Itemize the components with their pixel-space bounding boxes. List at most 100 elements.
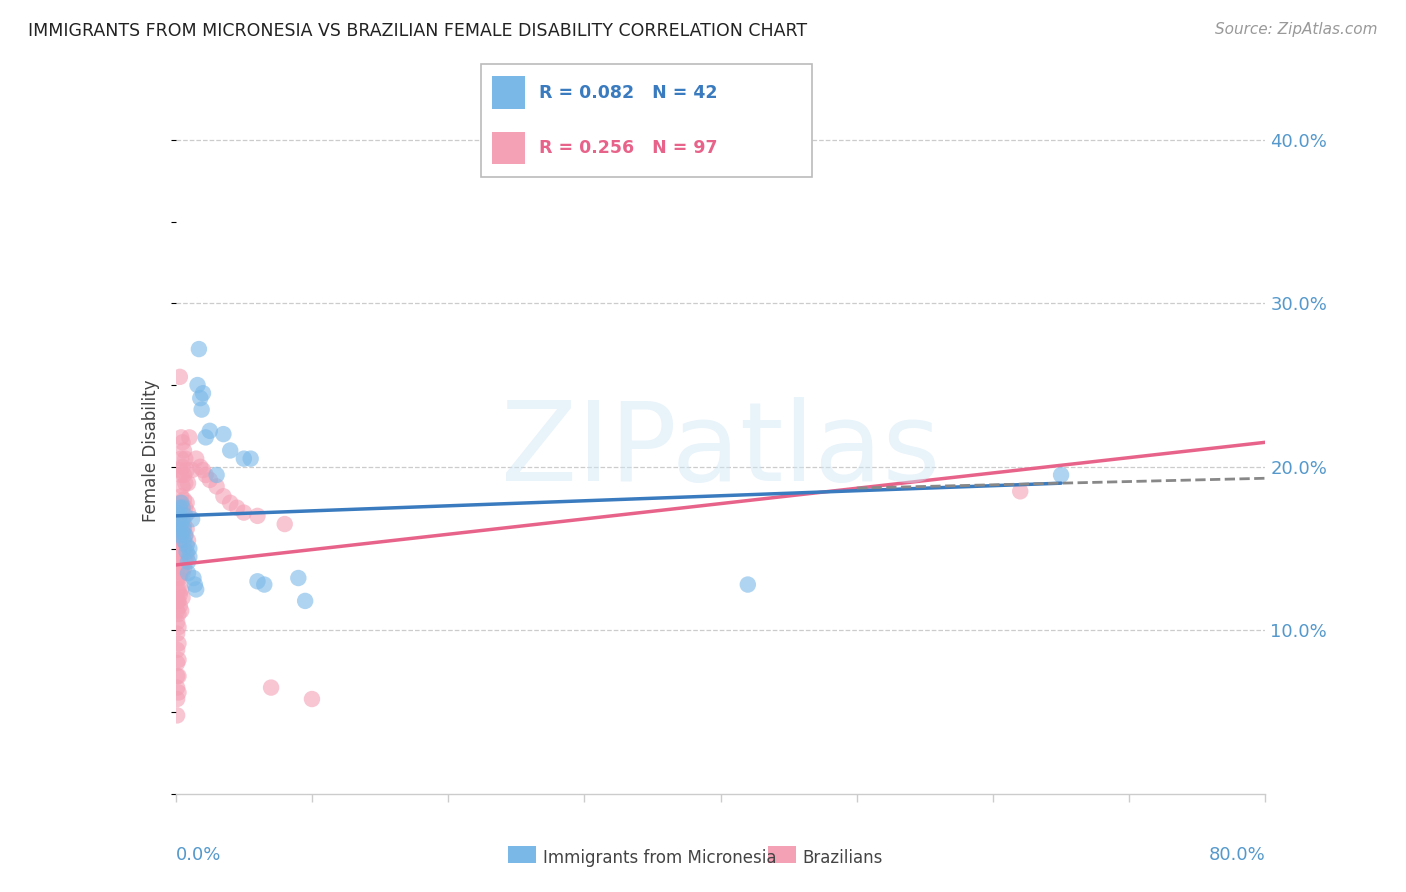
Point bbox=[176, 538, 198, 552]
Point bbox=[174, 451, 197, 466]
Bar bbox=[492, 132, 526, 164]
Point bbox=[169, 599, 191, 613]
Point bbox=[176, 545, 198, 559]
Point bbox=[737, 577, 759, 591]
Point bbox=[167, 607, 190, 621]
Point bbox=[186, 451, 208, 466]
Text: IMMIGRANTS FROM MICRONESIA VS BRAZILIAN FEMALE DISABILITY CORRELATION CHART: IMMIGRANTS FROM MICRONESIA VS BRAZILIAN … bbox=[28, 22, 807, 40]
Point bbox=[191, 386, 214, 401]
Y-axis label: Female Disability: Female Disability bbox=[142, 379, 160, 522]
Point bbox=[172, 512, 194, 526]
Point bbox=[167, 636, 190, 650]
Point bbox=[166, 626, 188, 640]
Point bbox=[169, 522, 191, 536]
Point bbox=[170, 506, 193, 520]
Point bbox=[169, 369, 191, 384]
Point bbox=[166, 708, 188, 723]
Point bbox=[169, 525, 191, 540]
FancyBboxPatch shape bbox=[481, 63, 813, 178]
Bar bbox=[768, 846, 796, 863]
Point bbox=[219, 443, 242, 458]
Point bbox=[232, 451, 254, 466]
Point bbox=[173, 561, 195, 575]
Point bbox=[170, 430, 193, 444]
Point bbox=[188, 459, 211, 474]
Point bbox=[167, 512, 190, 526]
Point bbox=[166, 522, 188, 536]
Point bbox=[239, 451, 262, 466]
Point bbox=[219, 496, 242, 510]
Point bbox=[177, 506, 200, 520]
Bar bbox=[508, 846, 536, 863]
Point bbox=[169, 571, 191, 585]
Text: Immigrants from Micronesia: Immigrants from Micronesia bbox=[543, 849, 776, 867]
Point bbox=[172, 525, 194, 540]
Point bbox=[190, 402, 212, 417]
Point bbox=[188, 391, 211, 405]
Point bbox=[167, 522, 190, 536]
Point bbox=[167, 653, 190, 667]
Point bbox=[198, 473, 221, 487]
Point bbox=[174, 528, 197, 542]
Point bbox=[170, 525, 193, 540]
Point bbox=[181, 463, 204, 477]
Point bbox=[166, 615, 188, 630]
Point bbox=[301, 692, 323, 706]
Point bbox=[167, 620, 190, 634]
Point bbox=[166, 604, 188, 618]
Bar bbox=[492, 77, 526, 109]
Point bbox=[173, 467, 195, 482]
Point bbox=[170, 516, 193, 531]
Point bbox=[246, 574, 269, 589]
Point bbox=[169, 538, 191, 552]
Point bbox=[212, 489, 235, 503]
Point bbox=[176, 496, 198, 510]
Point bbox=[172, 500, 194, 515]
Point bbox=[172, 435, 194, 450]
Point bbox=[167, 685, 190, 699]
Point bbox=[174, 528, 197, 542]
Point bbox=[194, 430, 217, 444]
Point bbox=[246, 508, 269, 523]
Point bbox=[226, 500, 249, 515]
Point bbox=[174, 555, 197, 569]
Point bbox=[170, 582, 193, 597]
Point bbox=[177, 476, 200, 491]
Point bbox=[183, 571, 205, 585]
Point bbox=[194, 467, 217, 482]
Text: R = 0.082   N = 42: R = 0.082 N = 42 bbox=[538, 84, 717, 102]
Point bbox=[170, 451, 193, 466]
Text: 80.0%: 80.0% bbox=[1209, 847, 1265, 864]
Point bbox=[172, 545, 194, 559]
Point bbox=[166, 558, 188, 572]
Point bbox=[167, 533, 190, 548]
Point bbox=[184, 577, 207, 591]
Point bbox=[167, 508, 190, 523]
Point bbox=[176, 522, 198, 536]
Point bbox=[166, 506, 188, 520]
Point bbox=[172, 591, 194, 605]
Point bbox=[170, 467, 193, 482]
Point bbox=[170, 604, 193, 618]
Point bbox=[172, 459, 194, 474]
Point bbox=[173, 522, 195, 536]
Point bbox=[169, 555, 191, 569]
Point bbox=[177, 555, 200, 569]
Point bbox=[1050, 467, 1073, 482]
Point bbox=[172, 500, 194, 515]
Point bbox=[173, 443, 195, 458]
Point bbox=[166, 656, 188, 670]
Point bbox=[166, 669, 188, 683]
Point bbox=[166, 571, 188, 585]
Point bbox=[174, 508, 197, 523]
Text: 0.0%: 0.0% bbox=[176, 847, 221, 864]
Text: ZIPatlas: ZIPatlas bbox=[501, 397, 941, 504]
Point bbox=[166, 692, 188, 706]
Point bbox=[287, 571, 309, 585]
Point bbox=[198, 424, 221, 438]
Point bbox=[169, 496, 191, 510]
Point bbox=[167, 669, 190, 683]
Point bbox=[186, 378, 209, 392]
Point bbox=[174, 500, 197, 515]
Point bbox=[173, 533, 195, 548]
